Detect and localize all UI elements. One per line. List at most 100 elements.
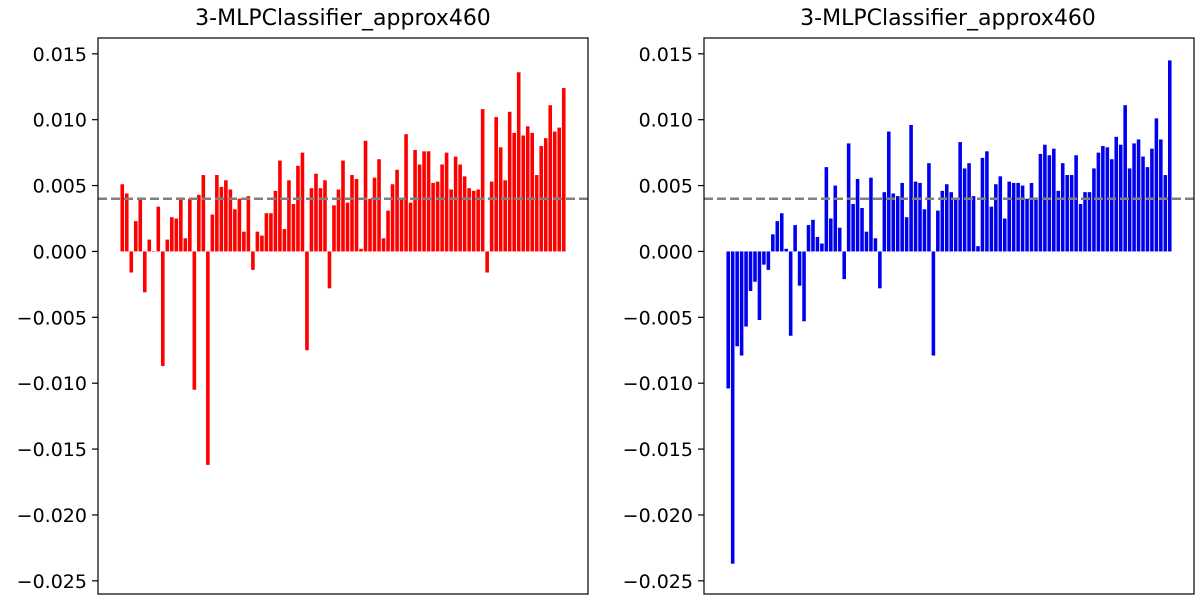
right-bar [967,163,971,251]
left-bar [184,238,188,251]
left-bar [526,126,530,251]
right-ytick-label: −0.025 [623,571,693,593]
left-bar [265,213,269,251]
left-bar [120,184,124,251]
right-bar [726,251,730,388]
right-bar [909,125,913,251]
left-ytick-label: 0.000 [33,241,87,263]
left-bar [404,134,408,251]
right-bar [914,182,918,252]
right-bar [1164,175,1168,251]
right-bar [789,251,793,335]
left-bar [422,151,426,251]
left-bar [305,251,309,350]
right-bar [1097,153,1101,252]
left-bars [120,72,565,465]
right-bar [985,151,989,251]
right-bar [958,142,962,251]
right-bar [1007,182,1011,252]
right-bar [1150,149,1154,252]
right-bar [1088,192,1092,251]
right-bar [963,168,967,251]
right-bar [1083,192,1087,251]
right-chart-title: 3-MLPClassifier_approx460 [800,6,1096,31]
left-ytick-label: 0.015 [33,44,87,66]
right-bar [793,225,797,251]
left-bar [296,166,300,252]
right-bar [735,251,739,346]
right-bar [1065,175,1069,251]
left-bar [206,251,210,464]
left-bar [544,138,548,251]
left-bar [156,207,160,252]
left-plot-frame [98,38,588,594]
left-bar [463,176,467,251]
right-bar [887,132,891,252]
right-bar [784,249,788,252]
right-bar [1092,168,1096,251]
right-bar [1025,199,1029,252]
right-bar [905,217,909,251]
left-bar [220,187,224,252]
left-bar [134,221,138,251]
right-bar [883,192,887,251]
right-bar [1034,197,1038,251]
left-bar [521,135,525,251]
right-bar [932,251,936,355]
left-bar [512,133,516,252]
right-bar [1155,118,1159,251]
right-bar [945,184,949,251]
left-bar [508,112,512,252]
right-bar [1061,163,1065,251]
right-bar [990,207,994,252]
right-bar [1070,175,1074,251]
left-y-axis: 0.0150.0100.0050.000−0.005−0.010−0.015−0… [17,44,98,593]
right-bar [874,238,878,251]
left-bar [129,251,133,272]
left-bar [247,196,251,251]
right-bar [1052,149,1056,252]
left-bar [147,240,151,252]
left-bar [490,182,494,252]
left-bar [368,199,372,252]
left-bar [346,203,350,252]
right-bar [1030,183,1034,252]
right-bars [726,60,1171,563]
left-ytick-label: −0.015 [17,439,87,461]
left-bar [197,195,201,252]
left-bar [269,213,273,251]
right-bar [927,163,931,251]
left-bar [548,105,552,251]
left-bar [436,182,440,252]
right-plot-frame [704,38,1194,594]
right-bar [1039,154,1043,251]
right-bar [999,176,1003,251]
left-bar [170,217,174,251]
right-bar [820,244,824,252]
left-bar [193,251,197,389]
right-ytick-label: 0.000 [639,241,693,263]
left-bar [175,219,179,252]
left-bar [211,215,215,252]
left-bar [364,141,368,252]
right-bar [865,232,869,252]
right-ytick-label: 0.015 [639,44,693,66]
left-chart-panel: 3-MLPClassifier_approx460 0.0150.0100.00… [17,6,588,594]
right-bar [731,251,735,563]
right-bar [771,234,775,251]
right-ytick-label: −0.010 [623,373,693,395]
right-bar [842,251,846,279]
right-bar [1123,105,1127,251]
right-bar [869,178,873,252]
right-bar [896,196,900,251]
right-bar [833,186,837,252]
right-bar [780,213,784,251]
right-bar [972,196,976,251]
left-bar [535,175,539,251]
right-bar [891,193,895,251]
right-ytick-label: −0.015 [623,439,693,461]
left-bar [386,211,390,252]
left-bar [143,251,147,292]
right-bar [900,183,904,252]
left-bar [485,251,489,272]
